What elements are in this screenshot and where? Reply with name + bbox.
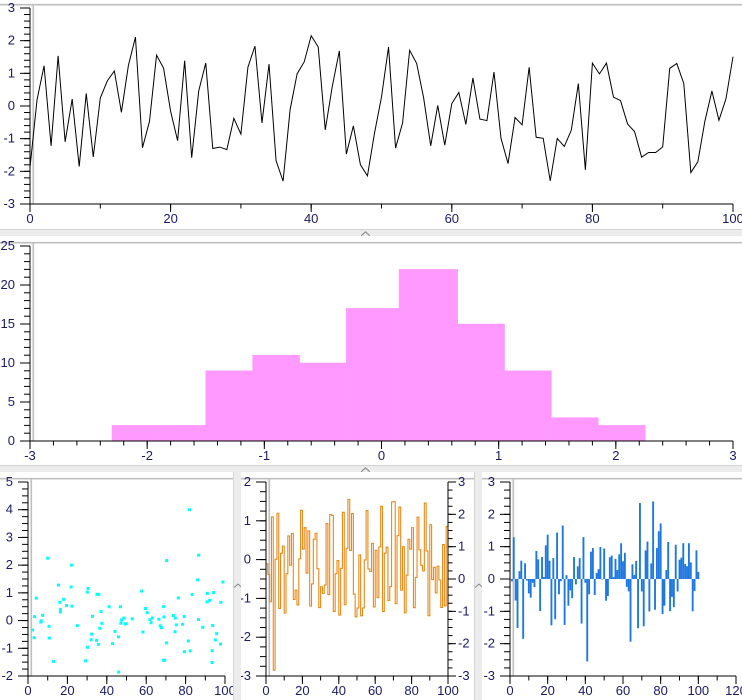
- svg-text:-2: -2: [3, 163, 15, 178]
- svg-text:40: 40: [332, 683, 346, 698]
- svg-text:20: 20: [540, 683, 554, 698]
- svg-text:0: 0: [506, 683, 513, 698]
- svg-text:20: 20: [1, 277, 15, 292]
- svg-text:5: 5: [6, 474, 13, 489]
- svg-text:10: 10: [1, 355, 15, 370]
- svg-text:1: 1: [488, 539, 495, 554]
- svg-text:0: 0: [6, 613, 13, 628]
- svg-text:3: 3: [458, 474, 465, 489]
- svg-text:-3: -3: [483, 668, 495, 683]
- svg-text:-3: -3: [241, 668, 251, 683]
- svg-text:-2: -2: [458, 636, 470, 651]
- svg-text:60: 60: [616, 683, 630, 698]
- svg-text:2: 2: [6, 557, 13, 572]
- svg-text:60: 60: [445, 211, 459, 226]
- svg-text:1: 1: [495, 448, 502, 463]
- svg-text:80: 80: [585, 211, 599, 226]
- svg-text:-2: -2: [483, 636, 495, 651]
- svg-text:3: 3: [488, 474, 495, 489]
- svg-text:0: 0: [244, 552, 251, 567]
- svg-text:60: 60: [368, 683, 382, 698]
- svg-text:3: 3: [6, 529, 13, 544]
- svg-text:-1: -1: [3, 131, 15, 146]
- svg-text:3: 3: [729, 448, 736, 463]
- svg-text:80: 80: [404, 683, 418, 698]
- svg-text:20: 20: [295, 683, 309, 698]
- svg-text:1: 1: [8, 65, 15, 80]
- svg-text:0: 0: [24, 683, 31, 698]
- svg-text:1: 1: [458, 539, 465, 554]
- svg-text:-1: -1: [458, 603, 470, 618]
- svg-text:80: 80: [653, 683, 667, 698]
- svg-text:-3: -3: [24, 448, 36, 463]
- svg-text:20: 20: [163, 211, 177, 226]
- svg-text:-2: -2: [1, 668, 13, 683]
- svg-text:-1: -1: [241, 590, 251, 605]
- svg-text:100: 100: [214, 683, 233, 698]
- svg-text:0: 0: [8, 433, 15, 448]
- svg-text:-1: -1: [483, 603, 495, 618]
- svg-text:40: 40: [578, 683, 592, 698]
- svg-text:2: 2: [458, 506, 465, 521]
- svg-text:-1: -1: [1, 640, 13, 655]
- svg-text:80: 80: [178, 683, 192, 698]
- svg-text:0: 0: [488, 571, 495, 586]
- svg-text:40: 40: [100, 683, 114, 698]
- svg-text:100: 100: [722, 211, 742, 226]
- svg-text:15: 15: [1, 316, 15, 331]
- svg-text:-2: -2: [241, 629, 251, 644]
- svg-text:4: 4: [6, 502, 13, 517]
- svg-text:0: 0: [262, 683, 269, 698]
- svg-text:2: 2: [244, 474, 251, 489]
- svg-text:0: 0: [26, 211, 33, 226]
- svg-text:5: 5: [8, 394, 15, 409]
- svg-text:2: 2: [488, 506, 495, 521]
- svg-text:2: 2: [612, 448, 619, 463]
- svg-text:1: 1: [244, 513, 251, 528]
- svg-text:0: 0: [8, 98, 15, 113]
- svg-text:120: 120: [725, 683, 742, 698]
- svg-text:20: 20: [60, 683, 74, 698]
- svg-text:25: 25: [1, 238, 15, 253]
- svg-text:-2: -2: [141, 448, 153, 463]
- svg-text:0: 0: [458, 571, 465, 586]
- svg-text:2: 2: [8, 33, 15, 48]
- svg-text:40: 40: [304, 211, 318, 226]
- svg-text:100: 100: [437, 683, 459, 698]
- svg-text:-3: -3: [458, 668, 470, 683]
- svg-text:100: 100: [687, 683, 709, 698]
- svg-text:3: 3: [8, 0, 15, 15]
- svg-text:0: 0: [378, 448, 385, 463]
- svg-text:1: 1: [6, 585, 13, 600]
- svg-text:60: 60: [139, 683, 153, 698]
- svg-text:-1: -1: [259, 448, 271, 463]
- svg-text:-3: -3: [3, 196, 15, 211]
